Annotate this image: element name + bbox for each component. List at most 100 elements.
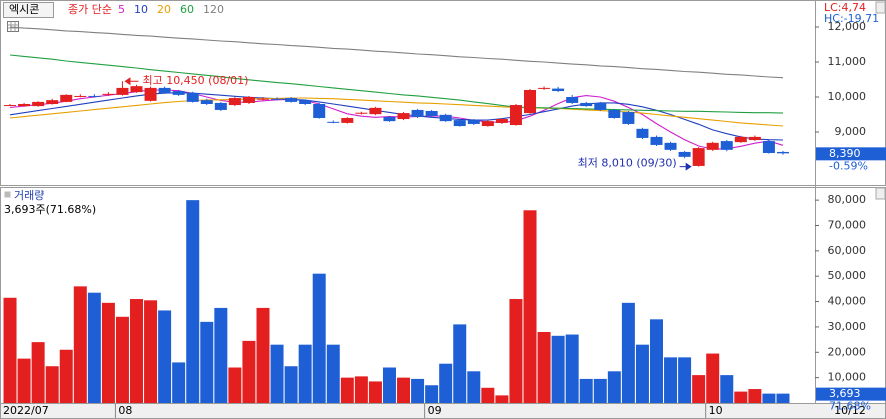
volume-bar [411,378,425,403]
panel-button[interactable] [875,187,886,200]
volume-bar [3,297,17,403]
y-tick-label: 10,000 [828,371,867,384]
candle-body [4,105,17,107]
moving-average-line [9,97,784,127]
candle-body [664,142,677,150]
annotation-arrowhead [685,162,692,171]
grid-icon[interactable] [7,21,19,32]
volume-bar [31,342,45,403]
moving-average-line [9,26,784,79]
volume-bar [368,381,382,403]
candle-body [678,151,691,157]
y-tick-label: 12,000 [828,20,867,33]
volume-bar [425,385,439,403]
volume-ratio: 71.68% [829,400,871,413]
volume-bar [776,393,790,403]
last-volume-box [816,387,886,401]
candle-body [214,102,227,110]
volume-bar [340,377,354,403]
volume-bar [228,367,242,403]
candle-body [327,121,340,123]
volume-bar [649,319,663,403]
y-tick-label: 9,000 [835,125,867,138]
candle-body [636,128,649,138]
volume-bar [762,393,776,403]
volume-bar [172,362,186,403]
volume-bar [748,389,762,403]
candle-body [706,142,719,150]
candle-body [88,95,101,97]
y-tick-label: 10,000 [828,90,867,103]
legend-entry: 10 [134,3,148,16]
annotation: 최저 8,010 (09/30) [578,157,677,170]
candle-body [74,95,87,97]
volume-bar [453,324,467,403]
volume-bar [692,375,706,403]
candle-body [425,110,438,116]
y-tick-label: 60,000 [828,244,867,257]
last-price-label: 8,390 [829,147,861,160]
volume-bar [523,210,537,403]
volume-bar [720,375,734,403]
candle-body [186,93,199,102]
candle-body [495,119,508,123]
candle-body [762,141,775,153]
volume-bar [186,200,200,403]
volume-bar [551,335,565,403]
y-tick-label: 70,000 [828,219,867,232]
candle-body [102,93,115,95]
volume-bar [59,349,73,403]
candle-body [200,100,213,104]
legend-entry: 20 [157,3,171,16]
candle-body [116,87,129,95]
legend-entry: 60 [180,3,194,16]
candle-body [228,98,241,106]
volume-icon [4,191,11,198]
candle-body [158,87,171,94]
panel-button[interactable] [875,1,886,14]
volume-bar [87,292,101,403]
candle-body [355,112,368,114]
y-tick-label: 50,000 [828,269,867,282]
volume-bar [397,377,411,403]
candle-body [650,136,663,145]
candle-body [552,88,565,92]
y-tick-label: 20,000 [828,345,867,358]
volume-subtitle: 3,693주(71.68%) [4,203,96,216]
annotation: 최고 10,450 (08/01) [142,74,248,87]
volume-bar [214,307,228,403]
candle-body [580,102,593,107]
candle-body [524,89,537,114]
candle-body [748,136,761,141]
candle-body [481,121,494,127]
volume-bar [481,387,495,403]
stock-name: 엑시콘 [9,3,39,16]
volume-bar [635,344,649,403]
stock-name-box[interactable] [3,2,54,18]
candle-body [439,114,452,122]
volume-bar [509,299,523,403]
candle-body [538,87,551,89]
y-tick-label: 30,000 [828,320,867,333]
candle-body [144,87,157,101]
candle-body [271,98,284,100]
volume-bar [354,376,368,403]
candle-body [776,151,789,154]
candle-body [172,91,185,95]
volume-bar [706,353,720,403]
y-tick-label: 11,000 [828,55,867,68]
grid-icon-lines [7,21,19,32]
volume-bar [101,302,115,403]
volume-bar [242,340,256,403]
volume-bar [326,344,340,403]
x-tick-label: 10/12 [834,404,866,417]
last-price-box [816,147,886,161]
candle-body [720,141,733,150]
legend-subtitle: 종가 단순 [68,3,112,16]
volume-bar [200,321,214,403]
candle-body [608,109,621,118]
price-change: -0.59% [829,159,868,172]
candle-body [313,103,326,118]
volume-bar [439,363,453,403]
